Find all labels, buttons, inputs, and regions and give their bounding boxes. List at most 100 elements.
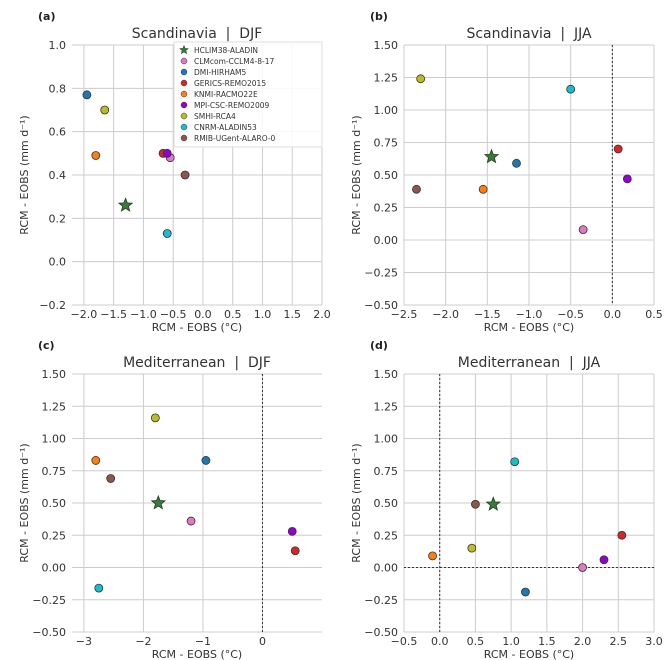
x-tick-label: 2.5 — [610, 635, 628, 648]
legend-entry-label: CLMcom-CCLM4-8-17 — [194, 57, 274, 66]
legend-entry-label: MPI-CSC-REMO2009 — [194, 101, 269, 110]
y-tick-label: −0.50 — [364, 626, 398, 639]
legend-marker — [180, 123, 188, 131]
y-tick-label: 1.00 — [374, 104, 399, 117]
data-point — [578, 225, 588, 235]
data-point-star — [483, 148, 500, 164]
x-tick-label: 0.0 — [194, 308, 212, 321]
data-point — [467, 543, 477, 553]
y-tick-label: 0.8 — [49, 82, 67, 95]
panel-title: Scandinavia | DJF — [132, 26, 263, 42]
y-tick-label: −0.50 — [32, 626, 66, 639]
panel-b: −2.5 −2.0 −1.5 −1.0 −0.5 0.0 0.5 −0.50 −0.25 0.00… — [350, 10, 663, 334]
legend-entry-label: KNMI-RACMO22E — [194, 90, 258, 99]
data-point — [416, 74, 426, 84]
data-point-star — [150, 494, 167, 510]
y-tick-label: 0.25 — [374, 529, 399, 542]
data-point — [201, 456, 211, 465]
y-tick-label: 1.50 — [374, 39, 399, 52]
panel-c: −3 −2 −1 0 −0.50 −0.25 0.00 0.25 0.50 0.75 1.00 1.2… — [18, 339, 322, 660]
data-point — [599, 555, 609, 565]
data-point — [82, 90, 92, 100]
x-tick-label: −0.5 — [391, 635, 418, 648]
panel-label: (b) — [370, 10, 388, 23]
y-tick-label: 0.25 — [42, 529, 67, 542]
y-tick-label: 1.25 — [42, 400, 67, 413]
x-tick-label: 0.5 — [467, 635, 485, 648]
x-tick-label: 2.0 — [313, 308, 331, 321]
x-tick-label: 0.5 — [645, 308, 663, 321]
data-point — [622, 174, 632, 184]
panel-d: −0.5 0.0 0.5 1.0 1.5 2.0 2.5 3.0 −0.50 −0.25 0.00 0… — [350, 339, 663, 660]
y-tick-label: −0.25 — [364, 594, 398, 607]
x-tick-label: 0.5 — [224, 308, 242, 321]
x-tick-label: −1.0 — [516, 308, 543, 321]
legend-marker-star — [179, 44, 189, 55]
legend: HCLIM38-ALADIN CLMcom-CCLM4-8-17 DMI-HIRHA… — [173, 41, 323, 148]
x-tick-label: −1.5 — [100, 308, 127, 321]
data-point — [94, 583, 104, 593]
data-point — [162, 229, 172, 238]
data-point — [287, 526, 297, 536]
x-tick-label: −2.0 — [71, 308, 98, 321]
data-point — [510, 457, 520, 467]
x-tick-label: 3.0 — [645, 635, 663, 648]
y-tick-label: 0.50 — [42, 497, 67, 510]
legend-marker — [180, 90, 188, 98]
data-point-star — [117, 197, 134, 212]
legend-marker — [180, 57, 188, 65]
y-tick-label: 0.6 — [49, 126, 67, 139]
data-point — [180, 170, 190, 180]
legend-entry-label: HCLIM38-ALADIN — [194, 46, 258, 55]
y-tick-label: 0.75 — [42, 465, 67, 478]
x-tick-label: −1 — [195, 635, 211, 648]
y-tick-label: 0.75 — [374, 137, 399, 150]
y-tick-label: 0.50 — [374, 497, 399, 510]
data-point — [617, 530, 627, 540]
data-point — [91, 151, 101, 160]
y-tick-label: 0.00 — [374, 234, 399, 247]
x-tick-label: −2.5 — [391, 308, 418, 321]
data-point — [512, 158, 521, 168]
data-point — [91, 456, 101, 465]
legend-entry-label: SMHI-RCA4 — [194, 112, 236, 121]
x-tick-label: −1.0 — [130, 308, 157, 321]
panel-title: Scandinavia | JJA — [466, 26, 592, 42]
legend-marker — [180, 79, 188, 87]
y-tick-label: 1.0 — [49, 39, 67, 52]
data-point — [100, 105, 110, 115]
legend-marker — [180, 134, 188, 142]
x-tick-label: −2 — [135, 635, 151, 648]
x-tick-label: 1.0 — [502, 635, 520, 648]
data-point — [186, 516, 196, 526]
y-tick-label: 1.00 — [42, 433, 67, 446]
x-tick-label: 0.0 — [431, 635, 449, 648]
legend-box — [173, 41, 323, 148]
y-tick-label: 0.2 — [49, 212, 67, 225]
data-point — [613, 144, 623, 154]
x-tick-label: −3 — [76, 635, 92, 648]
x-tick-label: −0.5 — [160, 308, 187, 321]
x-tick-label: 0 — [259, 635, 266, 648]
panel-label: (a) — [38, 10, 55, 23]
data-point — [162, 148, 172, 158]
y-tick-label: 1.00 — [374, 433, 399, 446]
y-tick-label: 0.00 — [374, 562, 399, 575]
y-axis-label: RCM - EOBS (mm d⁻¹) — [350, 443, 363, 562]
panel-label: (d) — [370, 339, 388, 352]
y-tick-label: 1.25 — [374, 72, 399, 85]
y-tick-label: 0.75 — [374, 465, 399, 478]
y-tick-label: 0.00 — [42, 562, 67, 575]
y-axis-label: RCM - EOBS (mm d⁻¹) — [18, 115, 31, 234]
legend-entry-label: CNRM-ALADIN53 — [194, 123, 257, 132]
x-tick-label: 1.5 — [283, 308, 301, 321]
data-point — [566, 84, 576, 94]
y-tick-label: 1.50 — [42, 368, 67, 381]
x-tick-label: 2.0 — [574, 635, 592, 648]
legend-entry-label: RMIB-UGent-ALARO-0 — [194, 134, 276, 143]
data-point — [478, 184, 488, 194]
legend-entry-label: DMI-HIRHAM5 — [194, 68, 246, 77]
legend-entry-label: GERICS-REMO2015 — [194, 79, 266, 88]
y-tick-label: 1.50 — [374, 368, 399, 381]
